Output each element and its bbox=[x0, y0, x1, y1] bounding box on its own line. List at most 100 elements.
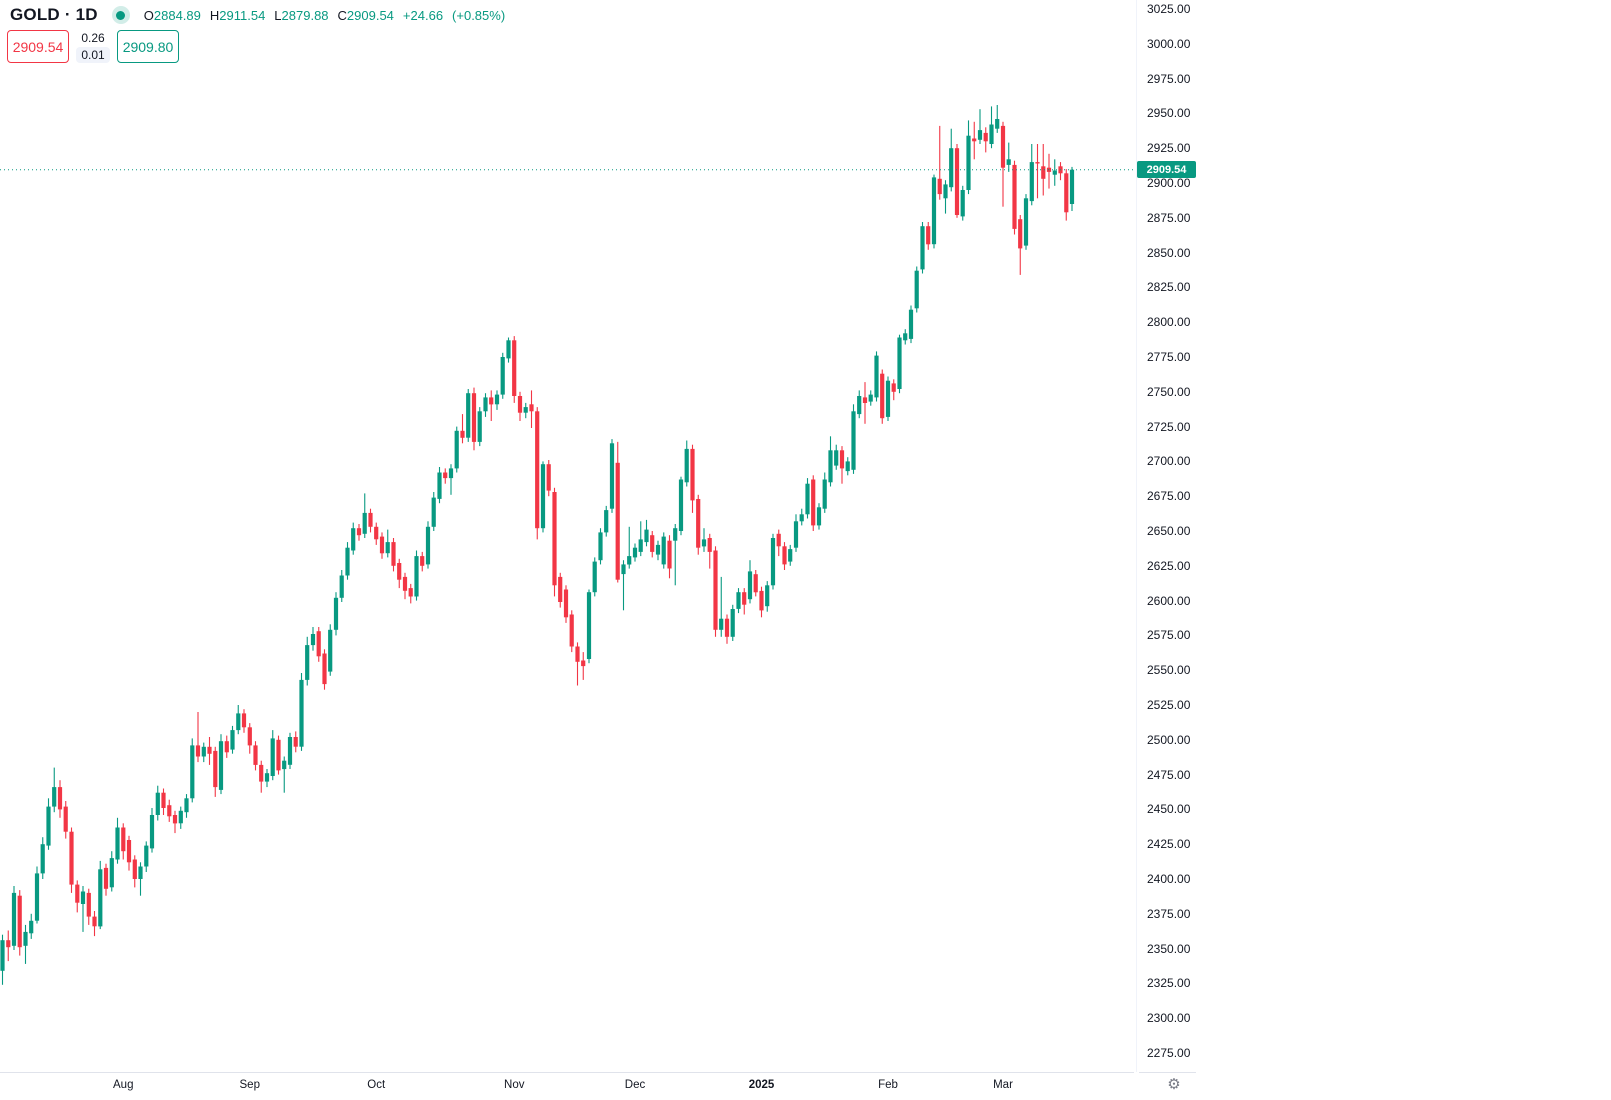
price-axis-label: 2625.00 bbox=[1147, 558, 1191, 573]
candle bbox=[926, 222, 931, 250]
candle bbox=[730, 604, 735, 641]
price-axis-label: 2775.00 bbox=[1147, 350, 1191, 364]
price-axis-label: 2975.00 bbox=[1147, 71, 1191, 86]
candle bbox=[287, 732, 293, 769]
candle bbox=[661, 532, 666, 569]
candle bbox=[494, 390, 500, 410]
candle bbox=[201, 742, 206, 763]
candle bbox=[655, 540, 661, 561]
open-value: 2884.89 bbox=[153, 7, 201, 23]
candle bbox=[109, 851, 114, 892]
price-axis-label: 2850.00 bbox=[1147, 245, 1191, 260]
candle bbox=[155, 785, 160, 821]
price-axis-label: 2550.00 bbox=[1147, 663, 1191, 678]
candle bbox=[374, 522, 379, 545]
candle bbox=[604, 505, 609, 537]
candle bbox=[816, 503, 822, 530]
candle bbox=[132, 855, 137, 888]
candle bbox=[512, 336, 517, 403]
candle bbox=[230, 725, 235, 754]
candle bbox=[1058, 162, 1063, 181]
candle bbox=[586, 589, 592, 664]
candle bbox=[402, 572, 408, 600]
candle bbox=[466, 389, 471, 442]
sell-bid-button[interactable]: 2909.54 bbox=[7, 30, 69, 63]
price-axis-label: 2500.00 bbox=[1147, 732, 1191, 747]
change-value: +24.66 bbox=[402, 7, 444, 23]
candle bbox=[834, 444, 839, 470]
candle bbox=[908, 305, 914, 344]
candle bbox=[788, 544, 793, 566]
candle bbox=[414, 550, 419, 601]
candle bbox=[828, 436, 833, 487]
candle bbox=[811, 475, 816, 531]
candle bbox=[632, 543, 638, 562]
candle bbox=[799, 508, 804, 526]
candle bbox=[937, 125, 942, 200]
candle bbox=[144, 841, 149, 872]
time-axis-border bbox=[0, 1072, 1134, 1073]
symbol-title[interactable]: GOLD · 1D bbox=[10, 5, 98, 24]
candle bbox=[316, 627, 321, 662]
candle bbox=[897, 334, 902, 394]
candle bbox=[247, 723, 252, 754]
market-open-dot-icon bbox=[116, 10, 126, 20]
candle bbox=[161, 788, 166, 815]
candle bbox=[115, 817, 120, 864]
candle bbox=[75, 880, 80, 913]
change-percent: (+0.85%) bbox=[452, 7, 506, 23]
candle bbox=[293, 731, 298, 753]
price-scale-border bbox=[1136, 0, 1137, 1072]
time-axis-label: Mar bbox=[993, 1079, 1013, 1091]
candle bbox=[178, 806, 183, 829]
candle bbox=[259, 760, 264, 793]
last-price-tag: 2909.54 bbox=[1137, 161, 1196, 179]
candle bbox=[103, 863, 109, 896]
candle bbox=[218, 734, 224, 795]
candle bbox=[857, 390, 862, 419]
buy-ask-button[interactable]: 2909.80 bbox=[117, 30, 179, 63]
candle bbox=[448, 464, 454, 495]
candle bbox=[989, 106, 994, 149]
candle bbox=[765, 581, 770, 612]
candle bbox=[776, 529, 781, 557]
price-axis-label: 2925.00 bbox=[1147, 141, 1191, 156]
market-status-icon bbox=[111, 6, 130, 24]
candle bbox=[540, 461, 546, 533]
candle bbox=[172, 810, 178, 834]
chart-pane[interactable]: 3025.00 3000.00 2975.00 2950.00 2925.00 2900.… bbox=[0, 0, 1200, 1072]
candle bbox=[949, 128, 954, 192]
time-axis-label: Nov bbox=[504, 1079, 525, 1091]
candle bbox=[333, 592, 339, 636]
candle bbox=[1029, 144, 1034, 206]
candle bbox=[782, 542, 787, 570]
price-axis-label: 2800.00 bbox=[1147, 315, 1191, 330]
price-axis-label: 2325.00 bbox=[1147, 976, 1191, 991]
price-axis-label: 2400.00 bbox=[1147, 872, 1191, 886]
candlestick-series[interactable] bbox=[0, 0, 1200, 1072]
candle bbox=[339, 570, 344, 602]
candle bbox=[891, 379, 896, 401]
candle bbox=[638, 521, 643, 557]
close-value: 2909.54 bbox=[346, 7, 394, 23]
candle bbox=[126, 835, 132, 871]
bid-ask-panel: 2909.54 0.26 0.01 2909.80 bbox=[7, 30, 179, 63]
candle bbox=[903, 329, 908, 345]
candle bbox=[397, 558, 402, 589]
price-axis-bottom-border bbox=[1139, 1072, 1196, 1073]
candle bbox=[931, 174, 937, 249]
candle bbox=[385, 529, 390, 558]
candle bbox=[368, 508, 373, 533]
candle bbox=[736, 588, 741, 614]
candle bbox=[563, 585, 569, 623]
price-axis-label: 2650.00 bbox=[1147, 524, 1191, 538]
time-axis[interactable]: Aug Sep Oct Nov Dec 2025 Feb Mar bbox=[0, 1072, 1200, 1100]
price-axis-label: 2950.00 bbox=[1147, 106, 1191, 121]
axis-settings-gear-icon[interactable]: ⚙ bbox=[1167, 1076, 1181, 1093]
candle bbox=[684, 440, 689, 487]
candle bbox=[29, 913, 34, 939]
candle bbox=[839, 446, 845, 484]
candle bbox=[753, 570, 758, 597]
candle bbox=[914, 266, 919, 313]
candle bbox=[845, 457, 850, 476]
